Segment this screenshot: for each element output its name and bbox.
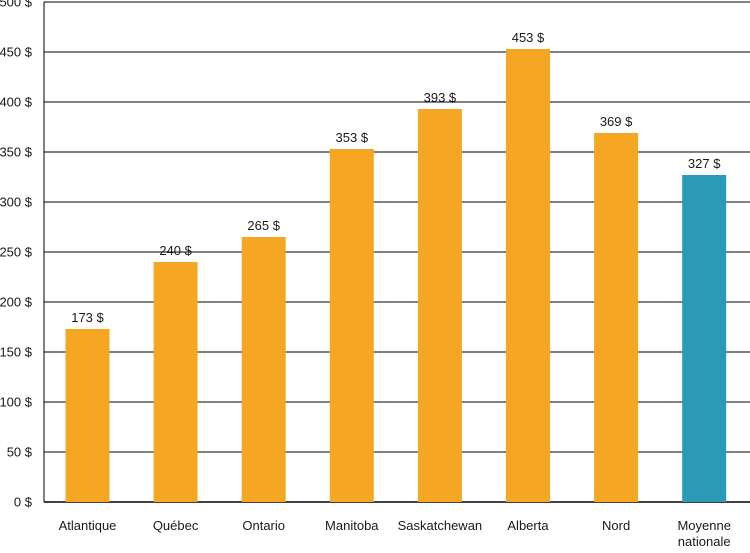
- bar-value-label: 173 $: [71, 310, 104, 325]
- bar-value-label: 327 $: [688, 156, 721, 171]
- bar-value-label: 240 $: [159, 243, 192, 258]
- x-tick-label: Ontario: [242, 518, 285, 533]
- bar: [417, 109, 462, 502]
- x-tick-label: Alberta: [507, 518, 549, 533]
- y-tick-label: 250 $: [0, 245, 33, 260]
- y-tick-label: 200 $: [0, 295, 33, 310]
- y-tick-label: 300 $: [0, 195, 33, 210]
- bar-value-label: 369 $: [600, 114, 633, 129]
- x-tick-label: Nord: [602, 518, 630, 533]
- y-tick-label: 100 $: [0, 395, 33, 410]
- x-tick-label: Saskatchewan: [398, 518, 483, 533]
- bar: [682, 175, 727, 502]
- bar: [506, 49, 550, 502]
- x-tick-label: Moyenne: [677, 518, 730, 533]
- y-tick-label: 150 $: [0, 345, 33, 360]
- bar-value-label: 393 $: [424, 90, 457, 105]
- bar: [153, 262, 198, 502]
- bar-value-label: 265 $: [247, 218, 280, 233]
- bar: [594, 133, 639, 502]
- y-tick-label: 350 $: [0, 145, 33, 160]
- bar: [241, 237, 286, 502]
- y-tick-label: 50 $: [7, 445, 33, 460]
- bar: [329, 149, 374, 502]
- x-tick-label: Manitoba: [325, 518, 379, 533]
- y-tick-label: 500 $: [0, 0, 33, 10]
- x-tick-label: Atlantique: [59, 518, 117, 533]
- x-tick-label: Québec: [153, 518, 199, 533]
- y-tick-label: 0 $: [14, 495, 33, 510]
- bar-value-label: 353 $: [336, 130, 369, 145]
- bar: [65, 329, 110, 502]
- bar-value-label: 453 $: [512, 30, 545, 45]
- x-tick-label: nationale: [678, 534, 731, 549]
- y-tick-label: 400 $: [0, 95, 33, 110]
- y-tick-label: 450 $: [0, 45, 33, 60]
